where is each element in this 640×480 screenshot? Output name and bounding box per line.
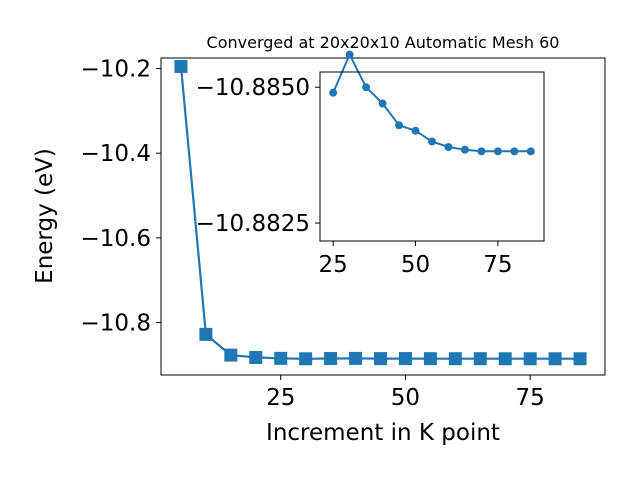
main-data-point [473, 352, 487, 366]
main-data-point [573, 352, 587, 366]
main-y-tick-label: −10.2 [81, 57, 151, 83]
main-data-point [498, 352, 512, 366]
main-data-point [199, 327, 213, 341]
main-data-point [423, 352, 437, 366]
inset-data-point [378, 99, 387, 108]
inset-data-point [510, 147, 519, 156]
inset-x-tick-label: 50 [401, 252, 430, 278]
inset-data-point [362, 83, 371, 92]
chart-title: Converged at 20x20x10 Automatic Mesh 60 [207, 33, 560, 52]
inset-y-tick-label: −10.8825 [196, 211, 310, 237]
inset-background [320, 72, 544, 241]
main-data-point [324, 352, 338, 366]
main-y-tick-label: −10.4 [81, 141, 151, 167]
inset-data-point [444, 142, 453, 151]
y-axis-label: Energy (eV) [32, 148, 58, 284]
inset-data-point [477, 147, 486, 156]
inset-data-point [411, 126, 420, 135]
main-data-point [174, 59, 188, 73]
inset-axes-frame [319, 71, 545, 242]
main-data-point [224, 348, 238, 362]
main-y-tick-label: −10.8 [81, 311, 151, 337]
inset-x-tick-label: 25 [319, 252, 348, 278]
main-data-point [448, 352, 462, 366]
main-data-point [299, 352, 313, 366]
main-x-tick-label: 25 [266, 385, 295, 411]
main-data-point [398, 352, 412, 366]
inset-data-point [526, 147, 535, 156]
inset-data-point [428, 137, 436, 146]
main-x-tick-label: 50 [391, 385, 420, 411]
main-axes-frame [160, 57, 606, 376]
main-data-point [249, 350, 263, 364]
inset-data-point [493, 147, 502, 156]
inset-data-point [345, 50, 354, 59]
main-data-point [349, 351, 363, 365]
main-data-point [374, 352, 388, 366]
inset-data-point [395, 121, 404, 130]
inset-plot-area: 25 50 75 −10.8850 −10.8825 [196, 50, 545, 278]
inset-data-point [329, 88, 338, 97]
main-y-tick-label: −10.6 [81, 226, 151, 252]
inset-x-tick-label: 75 [483, 252, 512, 278]
main-data-point [274, 351, 288, 365]
main-data-point [548, 352, 562, 366]
main-data-point [523, 352, 537, 366]
x-axis-label: Increment in K point [266, 420, 500, 446]
main-plot-area: 25 50 75 −10.2 −10.4 −10.6 −10.8 [81, 57, 606, 411]
inset-data-point [460, 145, 469, 154]
inset-y-tick-label: −10.8850 [196, 75, 310, 101]
main-x-tick-label: 75 [516, 385, 545, 411]
